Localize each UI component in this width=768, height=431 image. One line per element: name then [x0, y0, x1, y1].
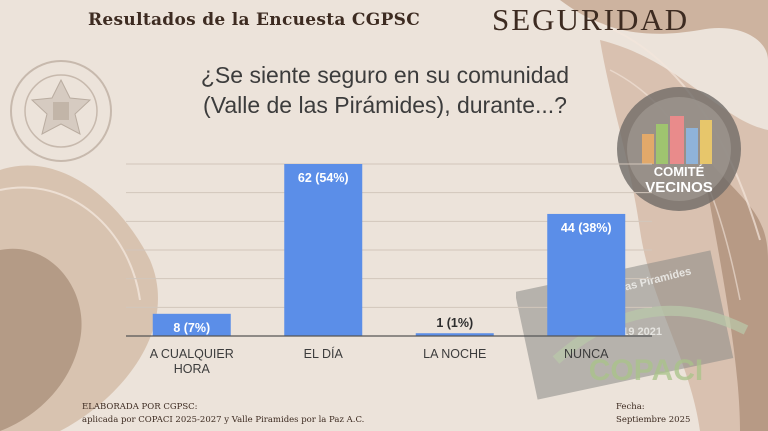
category-tick-label: EL DÍA: [304, 346, 344, 361]
category-tick-label: A CUALQUIER: [150, 347, 234, 361]
footer-date: Fecha: Septiembre 2025: [616, 401, 690, 427]
bar-2: [284, 164, 363, 336]
header-section: SEGURIDAD: [492, 2, 690, 37]
bar-1: [152, 313, 231, 336]
vecinos-text-1: COMITÉ: [654, 164, 705, 179]
copaci-text: COPACI: [589, 354, 703, 387]
bar-data-label: 1 (1%): [436, 316, 473, 330]
header-title: Resultados de la Encuesta CGPSC: [88, 10, 421, 30]
bg-swirl-left: [0, 165, 158, 431]
footer-right-line-1: Fecha:: [616, 402, 645, 412]
footer-right-line-2: Septiembre 2025: [616, 415, 691, 425]
bar-4: [547, 213, 626, 336]
bg-swirl-top-right: [560, 0, 768, 60]
footer-left-line-2: aplicada por COPACI 2025-2027 y Valle Pi…: [82, 415, 365, 425]
comite-vecinos-logo: COMITÉ VECINOS: [617, 87, 741, 211]
bg-swirl-left-line: [0, 186, 141, 301]
bar-data-label: 8 (7%): [173, 321, 210, 335]
bar-3: [415, 333, 494, 336]
chart-question: ¿Se siente seguro en su comunidad (Valle…: [150, 60, 620, 120]
bg-swirl-right-dark: [700, 150, 768, 431]
bg-swirl-left-dark: [0, 248, 82, 431]
category-tick-label: LA NOCHE: [423, 347, 486, 361]
bar-data-label: 44 (38%): [561, 221, 612, 235]
category-tick-label: HORA: [174, 362, 211, 376]
footer-credits: ELABORADA POR CGPSC: aplicada por COPACI…: [82, 401, 364, 427]
bar-data-label: 62 (54%): [298, 171, 349, 185]
institution-seal-logo: [10, 60, 112, 162]
question-line-1: ¿Se siente seguro en su comunidad: [200, 62, 570, 88]
category-tick-label: NUNCA: [564, 347, 609, 361]
footer-left-line-1: ELABORADA POR CGPSC:: [82, 402, 198, 412]
question-line-2: (Valle de las Pirámides), durante...?: [203, 92, 567, 118]
vecinos-text-2: VECINOS: [645, 179, 713, 196]
